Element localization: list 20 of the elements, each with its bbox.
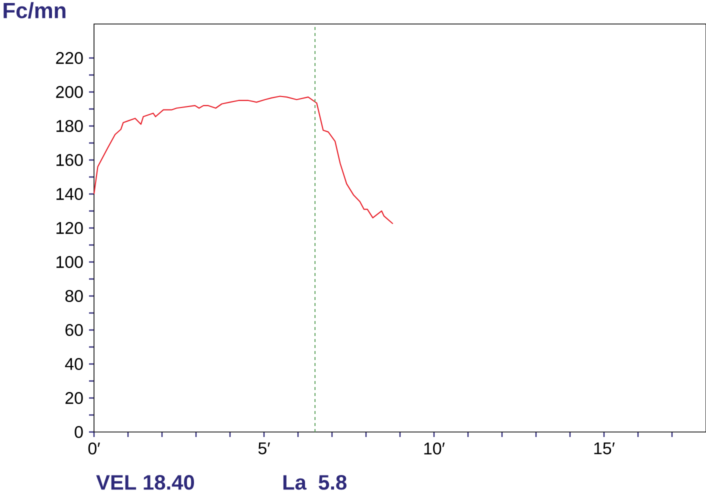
text: La 5.8 (283, 474, 346, 490)
y-tick-label: 0 (74, 426, 83, 438)
y-tick-label: 220 (56, 52, 83, 64)
x-tick-label: 5′ (258, 442, 270, 454)
y-tick-label: 160 (56, 154, 83, 166)
y-tick-label: 80 (65, 290, 83, 302)
y-tick-label: 140 (56, 188, 83, 200)
y-tick-label: 200 (56, 86, 83, 98)
y-tick-label: 120 (56, 222, 83, 234)
y-axis-title: Fc/mn (4, 2, 66, 19)
line-series (93, 96, 394, 224)
x-tick-label: 10′ (424, 442, 445, 455)
x-tick-label: 0′ (88, 442, 100, 455)
x-tick-label: 15′ (594, 442, 615, 454)
text: VEL 18.40 (96, 474, 194, 490)
y-tick-label: 180 (56, 120, 83, 132)
y-tick-label: 40 (65, 358, 83, 370)
y-tick-label: 60 (66, 324, 83, 336)
y-tick-label: 100 (56, 256, 83, 268)
y-tick-label: 20 (66, 392, 83, 404)
